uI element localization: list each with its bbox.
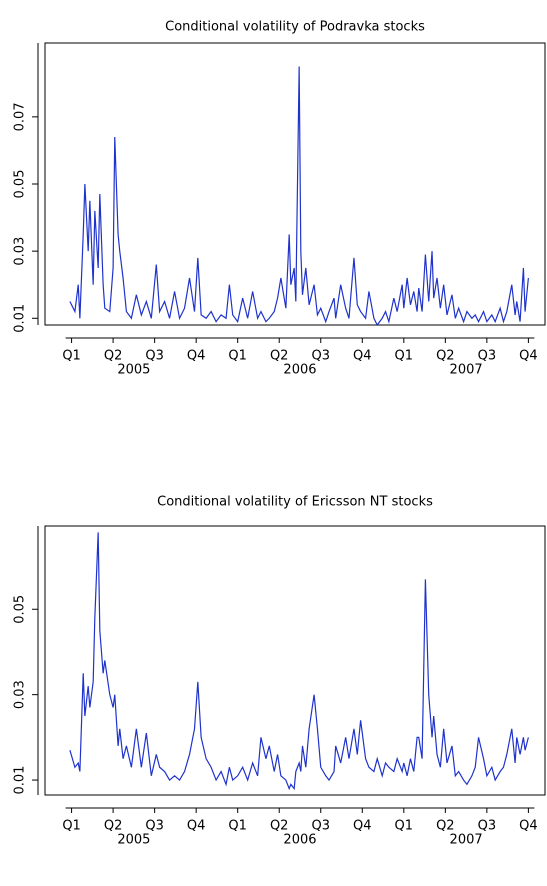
chart-title: Conditional volatility of Podravka stock… — [165, 20, 425, 35]
x-tick-label: Q1 — [62, 349, 81, 364]
x-tick-label: Q1 — [228, 819, 247, 834]
y-tick-label: 0.03 — [13, 680, 28, 709]
plot-frame — [44, 42, 546, 326]
x-tick-label: Q4 — [187, 349, 206, 364]
x-tick-label: Q1 — [228, 349, 247, 364]
year-label: 2007 — [450, 363, 483, 378]
year-label: 2005 — [117, 363, 150, 378]
x-tick-label: Q2 — [270, 819, 289, 834]
y-tick-label: 0.05 — [13, 170, 28, 199]
series-line — [69, 532, 529, 791]
year-label: 2005 — [117, 833, 150, 848]
x-tick-label: Q4 — [519, 819, 538, 834]
y-tick-label: 0.03 — [13, 237, 28, 266]
x-tick-label: Q3 — [478, 349, 497, 364]
series-line — [69, 66, 529, 327]
x-tick-label: Q4 — [187, 819, 206, 834]
x-tick-label: Q3 — [311, 819, 330, 834]
plot-frame — [44, 525, 546, 796]
x-tick-label: Q3 — [478, 819, 497, 834]
x-tick-label: Q1 — [62, 819, 81, 834]
x-tick-label: Q4 — [519, 349, 538, 364]
x-tick-label: Q2 — [270, 349, 289, 364]
y-tick-label: 0.07 — [13, 102, 28, 131]
x-tick-label: Q1 — [395, 349, 414, 364]
x-tick-label: Q4 — [353, 349, 372, 364]
y-tick-label: 0.01 — [13, 766, 28, 795]
x-tick-label: Q2 — [104, 819, 123, 834]
x-tick-label: Q4 — [353, 819, 372, 834]
x-tick-label: Q2 — [436, 819, 455, 834]
x-tick-label: Q3 — [145, 349, 164, 364]
year-label: 2007 — [450, 833, 483, 848]
x-tick-label: Q1 — [395, 819, 414, 834]
x-tick-label: Q3 — [311, 349, 330, 364]
y-tick-label: 0.01 — [13, 304, 28, 333]
year-label: 2006 — [283, 363, 316, 378]
y-tick-label: 0.05 — [13, 595, 28, 624]
chart-title: Conditional volatility of Ericsson NT st… — [157, 495, 433, 510]
x-tick-label: Q2 — [436, 349, 455, 364]
x-tick-label: Q2 — [104, 349, 123, 364]
x-tick-label: Q3 — [145, 819, 164, 834]
year-label: 2006 — [283, 833, 316, 848]
